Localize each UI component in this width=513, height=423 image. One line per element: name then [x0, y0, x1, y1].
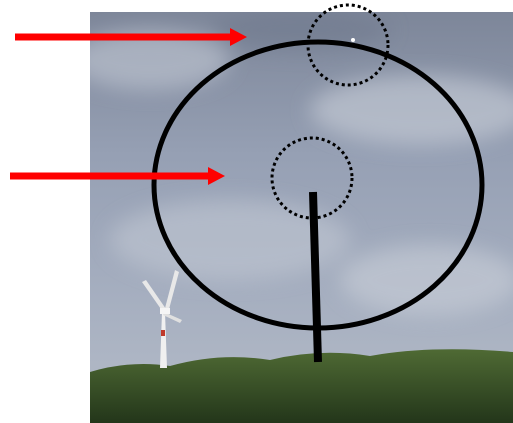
page: Annotated photo html, body { margin: 0; …: [0, 0, 513, 423]
photo: [70, 10, 513, 423]
bright-spot: [351, 38, 355, 42]
annotated-photo: [0, 0, 513, 423]
page-body: {}: [0, 0, 513, 423]
